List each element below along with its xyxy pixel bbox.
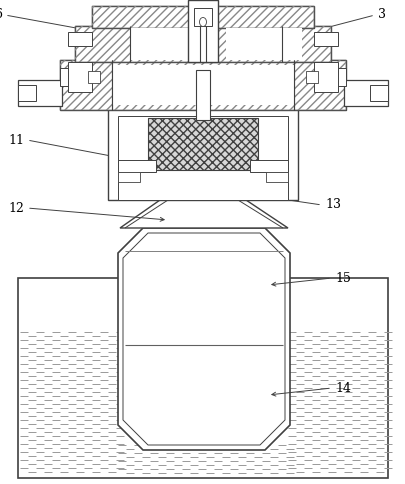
Text: 11: 11 xyxy=(8,134,24,147)
Bar xyxy=(75,26,330,62)
Bar xyxy=(226,28,301,60)
Bar xyxy=(118,172,140,182)
Bar xyxy=(112,65,164,105)
Bar xyxy=(18,278,387,478)
Bar xyxy=(60,68,88,86)
Text: 13: 13 xyxy=(324,198,340,212)
Bar xyxy=(60,60,345,110)
Bar xyxy=(118,160,156,172)
Bar xyxy=(18,80,62,106)
Bar xyxy=(194,8,211,26)
Bar xyxy=(92,6,313,28)
Bar xyxy=(369,85,387,101)
Text: 14: 14 xyxy=(334,381,350,394)
Bar xyxy=(343,80,387,106)
Polygon shape xyxy=(120,200,287,228)
Text: 6: 6 xyxy=(0,9,2,21)
Bar xyxy=(112,65,293,105)
Bar xyxy=(313,62,337,92)
Text: 3: 3 xyxy=(377,9,385,21)
Bar xyxy=(317,68,345,86)
Bar xyxy=(88,71,100,83)
Bar xyxy=(130,28,205,60)
Polygon shape xyxy=(118,228,289,450)
Bar xyxy=(148,118,257,170)
Text: 15: 15 xyxy=(334,272,350,285)
Bar xyxy=(249,160,287,172)
Bar xyxy=(196,70,209,120)
Bar xyxy=(68,62,92,92)
Text: 12: 12 xyxy=(8,201,24,214)
Bar xyxy=(75,26,330,62)
Bar xyxy=(118,116,287,200)
Bar xyxy=(188,0,217,62)
Bar xyxy=(241,65,293,105)
Bar xyxy=(265,172,287,182)
Ellipse shape xyxy=(199,17,206,27)
Bar xyxy=(68,32,92,46)
Bar xyxy=(108,108,297,200)
Bar xyxy=(60,60,345,110)
Bar xyxy=(92,6,313,28)
Bar xyxy=(313,32,337,46)
Bar xyxy=(18,85,36,101)
Bar xyxy=(305,71,317,83)
